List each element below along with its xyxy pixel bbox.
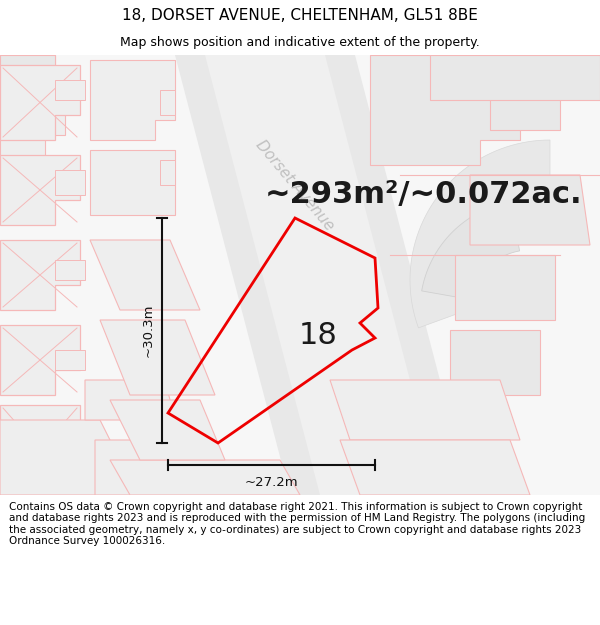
Polygon shape: [450, 330, 540, 395]
Polygon shape: [470, 175, 590, 245]
Polygon shape: [340, 440, 530, 495]
Polygon shape: [455, 255, 555, 320]
Polygon shape: [110, 460, 300, 495]
Polygon shape: [0, 155, 80, 225]
Polygon shape: [410, 140, 550, 328]
Polygon shape: [370, 55, 520, 165]
Polygon shape: [490, 55, 560, 130]
Polygon shape: [85, 380, 175, 420]
Polygon shape: [0, 65, 80, 140]
Polygon shape: [430, 55, 600, 100]
Polygon shape: [110, 400, 225, 460]
Text: 18: 18: [299, 321, 337, 349]
Polygon shape: [0, 420, 120, 495]
Polygon shape: [90, 150, 175, 215]
Polygon shape: [0, 325, 80, 395]
Polygon shape: [90, 60, 175, 140]
Polygon shape: [0, 240, 80, 310]
Text: ~293m²/~0.072ac.: ~293m²/~0.072ac.: [265, 181, 583, 209]
Polygon shape: [55, 80, 85, 100]
Polygon shape: [55, 170, 85, 195]
Polygon shape: [205, 55, 440, 495]
Text: ~30.3m: ~30.3m: [142, 304, 155, 358]
Polygon shape: [160, 90, 175, 115]
Text: ~27.2m: ~27.2m: [245, 476, 298, 489]
Polygon shape: [330, 380, 520, 440]
Polygon shape: [0, 405, 80, 495]
Polygon shape: [160, 160, 175, 185]
Text: Dorset Avenue: Dorset Avenue: [253, 137, 337, 233]
Polygon shape: [0, 55, 600, 495]
Polygon shape: [0, 90, 65, 160]
Polygon shape: [0, 55, 55, 120]
Polygon shape: [100, 320, 215, 395]
Polygon shape: [422, 202, 520, 299]
Polygon shape: [90, 240, 200, 310]
Polygon shape: [175, 55, 470, 495]
Polygon shape: [0, 55, 55, 90]
Text: Map shows position and indicative extent of the property.: Map shows position and indicative extent…: [120, 36, 480, 49]
Polygon shape: [55, 350, 85, 370]
Text: Contains OS data © Crown copyright and database right 2021. This information is : Contains OS data © Crown copyright and d…: [9, 501, 585, 546]
Text: 18, DORSET AVENUE, CHELTENHAM, GL51 8BE: 18, DORSET AVENUE, CHELTENHAM, GL51 8BE: [122, 8, 478, 23]
Polygon shape: [55, 260, 85, 280]
Polygon shape: [95, 440, 180, 495]
